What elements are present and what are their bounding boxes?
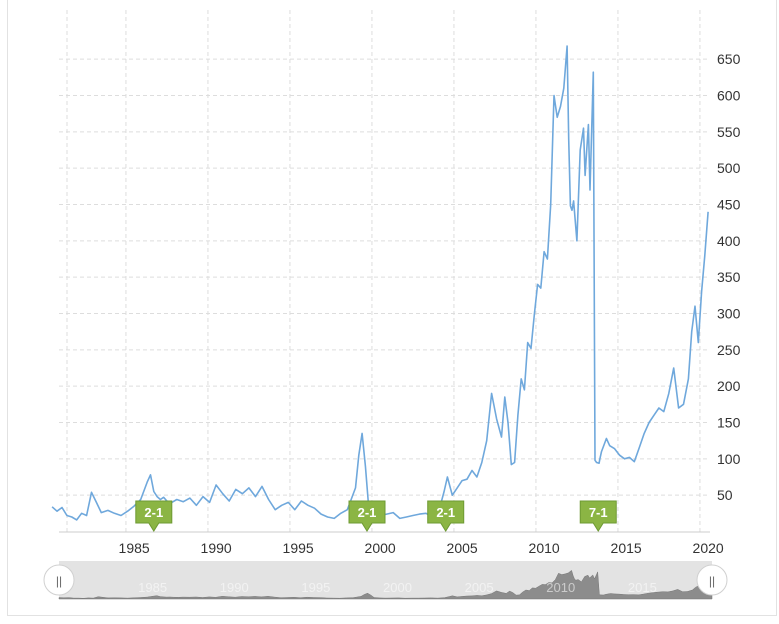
navigator-right-handle-grip-icon: || (709, 574, 715, 588)
y-tick-label: 500 (717, 160, 741, 176)
navigator-year-label: 1990 (220, 580, 249, 595)
x-tick-label: 2005 (447, 540, 478, 556)
split-flags: 2-1 2-1 2-1 7-1 (135, 500, 617, 532)
y-tick-label: 400 (717, 233, 741, 249)
split-flag[interactable]: 7-1 (579, 500, 617, 532)
split-flag-marker (135, 500, 173, 532)
x-tick-label: 1995 (283, 540, 314, 556)
y-tick-label: 300 (717, 305, 741, 321)
navigator-series-area (58, 569, 713, 600)
split-flag-marker (348, 500, 386, 532)
y-tick-label: 50 (717, 487, 733, 503)
split-flag-label: 2-1 (358, 505, 377, 520)
split-flag-marker (579, 500, 617, 532)
split-flag[interactable]: 2-1 (427, 500, 465, 532)
y-tick-label: 550 (717, 124, 741, 140)
x-axis-tick-labels: 1985 1990 1995 2000 2005 2010 2015 2020 (119, 540, 724, 556)
split-flag-label: 2-1 (144, 505, 163, 520)
x-tick-label: 1990 (201, 540, 232, 556)
y-tick-label: 100 (717, 451, 741, 467)
x-tick-label: 2010 (529, 540, 560, 556)
split-flag[interactable]: 2-1 (135, 500, 173, 532)
navigator-left-handle[interactable]: || (43, 564, 75, 596)
y-tick-label: 600 (717, 87, 741, 103)
chart-grid (59, 10, 710, 532)
split-flag-label: 7-1 (589, 505, 608, 520)
x-tick-label: 2000 (365, 540, 396, 556)
navigator-year-labels: 1985 1990 1995 2000 2005 2010 2015 (138, 580, 657, 595)
navigator-year-label: 1985 (138, 580, 167, 595)
y-tick-label: 350 (717, 269, 741, 285)
navigator-track (59, 561, 712, 599)
x-tick-label: 2015 (611, 540, 642, 556)
y-tick-label: 150 (717, 414, 741, 430)
navigator-left-handle-grip-icon: || (56, 574, 62, 588)
navigator-year-label: 2000 (383, 580, 412, 595)
navigator-year-label: 2010 (546, 580, 575, 595)
y-axis-tick-labels: 50 100 150 200 250 300 350 400 450 500 550 600 650 (717, 51, 741, 503)
split-flag[interactable]: 2-1 (348, 500, 386, 532)
y-tick-label: 250 (717, 342, 741, 358)
navigator-right-handle[interactable]: || (696, 564, 728, 596)
navigator-year-label: 1995 (301, 580, 330, 595)
y-tick-label: 200 (717, 378, 741, 394)
y-tick-label: 650 (717, 51, 741, 67)
navigator-year-label: 2005 (465, 580, 494, 595)
price-series-line (51, 45, 709, 521)
navigator[interactable]: 1985 1990 1995 2000 2005 2010 2015 || || (43, 561, 728, 600)
y-tick-label: 450 (717, 196, 741, 212)
x-tick-label: 1985 (119, 540, 150, 556)
split-flag-label: 2-1 (436, 505, 455, 520)
split-flag-marker (427, 500, 465, 532)
navigator-year-label: 2015 (628, 580, 657, 595)
x-tick-label: 2020 (693, 540, 724, 556)
